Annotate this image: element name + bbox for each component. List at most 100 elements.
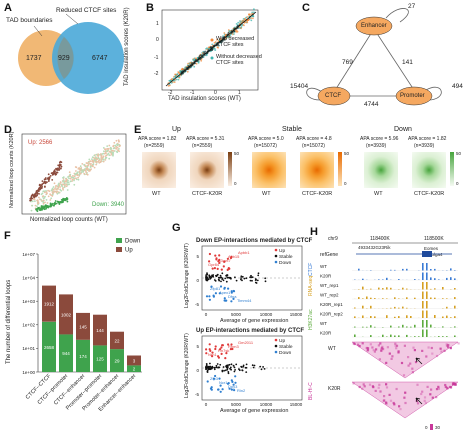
hic-pixel (378, 358, 381, 361)
track-signal (390, 287, 392, 290)
hic-pixel (395, 344, 399, 347)
ma-point-down (219, 384, 222, 387)
ma-point-stable (228, 363, 231, 366)
hic-pixel (385, 361, 388, 364)
hic-pixel (389, 399, 393, 402)
legend-swatch-up (116, 247, 122, 252)
scatter-d-point (86, 173, 89, 176)
ma-point-up (214, 254, 217, 257)
ma-gene-label-up: Gpr84 (208, 262, 220, 267)
bar-up (76, 312, 90, 340)
scatter-d-point (117, 139, 120, 141)
scatter-d-up-point (47, 177, 49, 179)
scatter-d-up-point (53, 169, 56, 172)
scatter-d-point (115, 148, 118, 150)
scatter-d-point (68, 171, 71, 174)
scatter-d-point (110, 149, 113, 152)
scatter-b-point (173, 79, 176, 82)
scatter-d-point (65, 178, 68, 181)
scatter-d-point (108, 144, 111, 147)
scatter-d-point (71, 178, 74, 181)
ma-point-down (230, 388, 233, 391)
scatter-d-point (112, 153, 114, 156)
ma-point-stable (224, 277, 227, 280)
scatter-d-point (57, 188, 59, 190)
hic-pixel (416, 402, 420, 405)
scatter-b-point (176, 73, 178, 76)
ma-point-stable (238, 369, 241, 372)
track-signal (390, 325, 392, 328)
scatter-d-point (65, 180, 67, 182)
track-signal (434, 297, 436, 299)
ma-legend-label: Down (279, 350, 292, 356)
ma-xlabel: Average of gene expression (220, 318, 288, 324)
ma-point-stable (251, 279, 253, 282)
legend-label-up: Up (125, 248, 133, 254)
hic-pixel (453, 383, 456, 386)
ma-point-stable (225, 364, 228, 367)
ma-point-stable (250, 274, 252, 277)
ma-gene-label-down: Apex1 (219, 290, 231, 295)
apa-scale-max: 50 (456, 151, 462, 156)
ma-point-stable (259, 365, 262, 368)
ma-point-down (208, 298, 211, 301)
ma-point-stable (222, 366, 225, 368)
apa-n: (n=15072) (254, 143, 277, 149)
track-signal (402, 306, 404, 309)
ma-point-stable (249, 276, 251, 279)
scatter-b-point (250, 19, 253, 22)
scatter-d-point (46, 202, 49, 204)
ma-point-down (228, 387, 231, 390)
track-signal (438, 336, 440, 337)
scatter-d-point (59, 181, 62, 183)
ma-point-up (231, 347, 234, 351)
ma-point-down (214, 292, 217, 295)
ma-point-down (226, 382, 230, 385)
apa-group-title: Up (172, 126, 181, 133)
ma-point-down (209, 387, 213, 390)
bar-f-ytick-label: 1e+07 (22, 252, 35, 257)
ma-point-up (230, 343, 233, 346)
legend-label-down: Down (125, 239, 140, 245)
bar-down-label: 944 (62, 351, 70, 356)
track-signal (426, 272, 428, 280)
scatter-d-point (85, 171, 88, 174)
scatter-b-point (203, 51, 205, 54)
scatter-d-point (78, 171, 81, 173)
venn-right-count: 6747 (92, 55, 108, 62)
scatter-d-point (63, 182, 66, 185)
scatter-d-up-point (42, 182, 45, 185)
ma-point-stable (217, 278, 220, 281)
ma-legend-marker (274, 248, 278, 252)
scatter-d-down-point (66, 200, 69, 203)
ma-xtick: 15000 (290, 402, 303, 407)
tracks-h-group: chr9 118400K 118500K 4933432G23Rik EomesGolg… (308, 236, 460, 430)
track-signal (370, 288, 372, 290)
track-signal (390, 307, 392, 309)
scatter-d-point (110, 152, 113, 155)
scatter-b-point (217, 45, 220, 47)
ma-point-stable (207, 278, 210, 281)
hic-pixel (430, 388, 433, 391)
ma-point-stable (263, 368, 266, 370)
scatter-d-point (93, 166, 96, 169)
hic-pixel (420, 392, 423, 396)
track-signal (362, 286, 364, 290)
scatter-d-up-point (43, 178, 46, 181)
venn-diagram (18, 13, 124, 94)
ma-point-stable (245, 363, 248, 366)
ma-point-stable (219, 274, 222, 277)
hic-pixel (369, 343, 372, 346)
track-signal (394, 316, 396, 318)
hic-pixel (378, 383, 381, 386)
scatter-d-point (77, 176, 79, 179)
hic-pixel (440, 350, 443, 353)
ma-point-stable (221, 370, 224, 373)
scatter-d-up-point (47, 173, 50, 176)
ma-ylabel: Log2FoldChange (K20R/WT) (184, 243, 190, 308)
ma-point-up (215, 258, 218, 261)
insulation-scatter (161, 8, 259, 91)
track-signal (370, 305, 372, 309)
track-signal (382, 279, 384, 280)
